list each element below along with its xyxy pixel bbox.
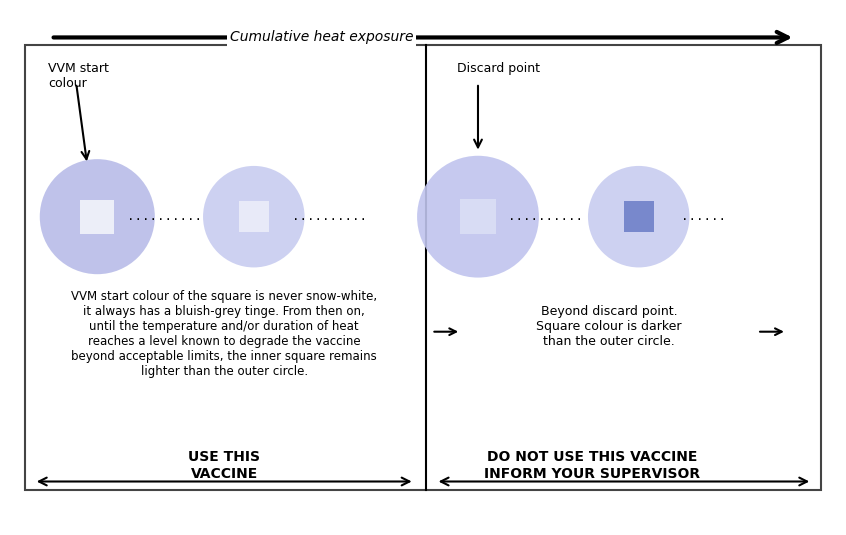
Text: ..........: .......... [508, 210, 583, 223]
Text: Beyond discard point.
Square colour is darker
than the outer circle.: Beyond discard point. Square colour is d… [536, 305, 682, 348]
Text: ......: ...... [681, 210, 727, 223]
FancyBboxPatch shape [624, 202, 654, 232]
FancyBboxPatch shape [239, 202, 269, 232]
Text: ..........: .......... [128, 210, 202, 223]
Text: DO NOT USE THIS VACCINE
INFORM YOUR SUPERVISOR: DO NOT USE THIS VACCINE INFORM YOUR SUPE… [484, 450, 700, 480]
Text: Discard point: Discard point [457, 62, 540, 74]
FancyBboxPatch shape [80, 200, 114, 234]
Text: ..........: .......... [293, 210, 367, 223]
Text: USE THIS
VACCINE: USE THIS VACCINE [188, 450, 261, 480]
FancyBboxPatch shape [460, 199, 496, 234]
Text: VVM start colour of the square is never snow-white,
it always has a bluish-grey : VVM start colour of the square is never … [71, 291, 377, 378]
Ellipse shape [203, 166, 305, 268]
Text: Cumulative heat exposure: Cumulative heat exposure [230, 30, 413, 44]
Ellipse shape [588, 166, 689, 268]
Ellipse shape [40, 159, 155, 274]
Text: VVM start
colour: VVM start colour [48, 62, 109, 89]
FancyBboxPatch shape [25, 45, 821, 490]
Ellipse shape [417, 156, 539, 278]
